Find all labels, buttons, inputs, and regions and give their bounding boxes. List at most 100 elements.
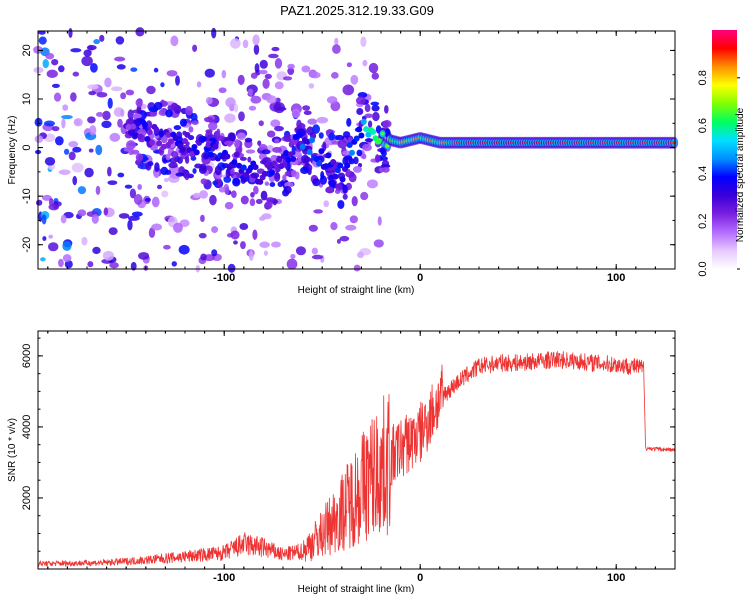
ridge-core — [182, 137, 188, 144]
ridge-core — [200, 135, 207, 142]
signal-blob — [245, 149, 256, 154]
ridge-core — [172, 135, 179, 142]
snr-x-label: Height of straight line (km) — [298, 584, 415, 595]
noise-blob — [133, 194, 143, 205]
y-tick-label: 6000 — [21, 344, 33, 368]
signal-blob — [370, 101, 380, 106]
spectral-amplitude-blobs — [33, 27, 394, 273]
noise-blob — [248, 250, 254, 261]
signal-blob — [375, 155, 381, 163]
ridge-core — [380, 131, 385, 136]
signal-blob — [307, 118, 317, 125]
signal-blob — [312, 178, 321, 187]
noise-blob — [331, 72, 339, 79]
signal-blob — [231, 190, 237, 199]
ridge-core — [299, 143, 306, 150]
noise-blob — [107, 97, 113, 109]
noise-blob — [238, 111, 245, 122]
figure-title: PAZ1.2025.312.19.33.G09 — [280, 3, 434, 18]
ridge-core — [344, 162, 351, 169]
noise-blob — [227, 263, 236, 273]
noise-blob — [83, 49, 92, 57]
noise-blob — [120, 109, 125, 117]
signal-blob — [205, 129, 213, 134]
ridge-core — [306, 148, 313, 155]
ridge-core — [160, 143, 167, 150]
noise-blob — [353, 264, 361, 272]
y-tick-label: 4000 — [21, 415, 33, 439]
noise-blob — [127, 219, 133, 231]
noise-blob — [107, 166, 112, 177]
noise-blob — [62, 241, 72, 251]
noise-blob — [110, 86, 123, 92]
signal-blob — [203, 116, 214, 123]
ridge-core — [165, 131, 172, 138]
signal-blob — [145, 120, 153, 130]
ridge-core — [353, 135, 360, 142]
ridge-core — [316, 160, 323, 167]
signal-blob — [274, 138, 280, 144]
noise-blob — [258, 69, 268, 75]
signal-blob — [182, 170, 190, 179]
noise-blob — [68, 27, 73, 38]
noise-blob — [270, 119, 281, 128]
spectrogram-y-ticks: -20 -10 0 10 20 — [21, 31, 676, 270]
signal-blob — [148, 106, 159, 113]
signal-blob — [177, 156, 183, 164]
noise-blob — [346, 62, 353, 68]
ridge-core — [207, 151, 214, 158]
ridge-core — [257, 178, 264, 185]
colorbar-tick-label: 0.8 — [697, 70, 709, 85]
noise-blob — [290, 253, 296, 259]
ridge-core — [252, 164, 259, 171]
snr-panel: -100 0 100 2000 4000 6000 Height of straight… — [7, 330, 676, 595]
signal-blob — [356, 149, 363, 157]
y-tick-label: 2000 — [21, 486, 33, 510]
noise-blob — [308, 224, 318, 232]
signal-blob — [284, 171, 291, 177]
noise-blob — [55, 136, 64, 146]
signal-blob — [371, 104, 380, 112]
signal-blob — [283, 134, 293, 142]
snr-series-line — [37, 351, 676, 568]
signal-blob — [218, 186, 226, 193]
noise-blob — [345, 224, 357, 231]
noise-blob — [101, 120, 112, 129]
ridge-core — [189, 151, 196, 158]
signal-blob — [216, 128, 221, 137]
noise-blob — [124, 184, 133, 189]
noise-blob — [259, 241, 271, 248]
noise-blob — [137, 183, 142, 190]
noise-blob — [221, 69, 227, 79]
noise-blob — [263, 250, 269, 256]
noise-blob — [200, 253, 207, 261]
signal-blob — [282, 174, 287, 182]
noise-blob — [84, 167, 94, 178]
noise-blob — [156, 184, 162, 190]
signal-blob — [342, 184, 348, 194]
signal-blob — [192, 168, 197, 174]
signal-blob — [249, 198, 256, 207]
noise-blob — [61, 114, 73, 120]
signal-blob — [169, 157, 177, 164]
noise-blob — [42, 236, 47, 242]
signal-blob — [234, 138, 240, 149]
ridge-core — [158, 130, 165, 137]
noise-blob — [323, 200, 330, 208]
noise-blob — [58, 65, 65, 73]
noise-blob — [45, 52, 55, 60]
noise-blob — [86, 45, 97, 51]
ridge-core — [285, 156, 292, 163]
noise-blob — [170, 35, 179, 47]
y-tick-label: 0 — [21, 145, 33, 151]
noise-blob — [233, 103, 239, 113]
noise-blob — [146, 85, 156, 95]
signal-blob — [303, 110, 312, 116]
noise-blob — [77, 186, 87, 195]
noise-blob — [248, 105, 257, 111]
noise-blob — [259, 216, 266, 221]
ridge-core — [290, 156, 297, 163]
ridge-core — [278, 163, 285, 170]
noise-blob — [138, 252, 150, 260]
